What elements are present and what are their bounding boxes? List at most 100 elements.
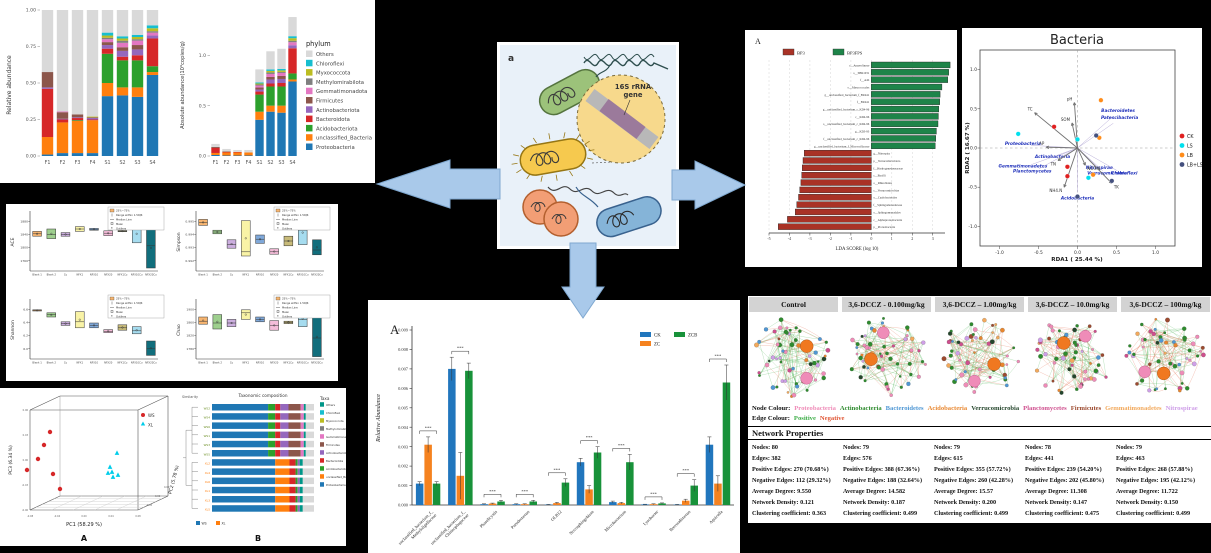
svg-text:1800: 1800 bbox=[20, 246, 28, 250]
network-property-row: Nodes: 80 bbox=[752, 444, 778, 451]
svg-text:0.0: 0.0 bbox=[1074, 250, 1081, 256]
svg-text:***: *** bbox=[489, 489, 497, 494]
svg-text:0.25: 0.25 bbox=[26, 117, 36, 123]
network-property-row: Negative Edges: 188 (32.64%) bbox=[843, 477, 923, 484]
svg-text:0.08: 0.08 bbox=[135, 515, 141, 518]
svg-text:Cu: Cu bbox=[230, 273, 234, 277]
svg-text:WS3: WS3 bbox=[204, 443, 211, 447]
svg-text:WS: WS bbox=[148, 413, 155, 418]
svg-text:F3: F3 bbox=[235, 160, 241, 166]
node-taxon-label: Proteobacteria bbox=[794, 405, 836, 412]
svg-text:S1: S1 bbox=[104, 160, 110, 166]
svg-text:Range within 1.5IQR: Range within 1.5IQR bbox=[116, 301, 143, 305]
svg-text:Range within 1.5IQR: Range within 1.5IQR bbox=[282, 301, 309, 305]
svg-text:6.2: 6.2 bbox=[23, 334, 28, 338]
network-properties-title: Network Properties bbox=[748, 426, 1211, 440]
svg-text:-0.03: -0.03 bbox=[22, 484, 29, 487]
network-property-row: Negative Edges: 195 (42.12%) bbox=[1116, 477, 1196, 484]
svg-text:p__Proteobacteria: p__Proteobacteria bbox=[873, 225, 895, 229]
svg-text:1860: 1860 bbox=[186, 321, 194, 325]
svg-text:***: *** bbox=[521, 489, 529, 494]
svg-text:Taxonomic composition: Taxonomic composition bbox=[238, 393, 288, 398]
svg-text:25%~75%: 25%~75% bbox=[282, 297, 296, 301]
network-graph bbox=[1026, 312, 1119, 404]
svg-text:Proteobacteria: Proteobacteria bbox=[316, 145, 355, 151]
svg-text:Taxa: Taxa bbox=[319, 396, 330, 401]
network-property-row: Average Degree: 15.57 bbox=[934, 488, 994, 495]
svg-text:NFX20Cu: NFX20Cu bbox=[145, 273, 157, 277]
network-graph bbox=[748, 312, 841, 404]
svg-text:0: 0 bbox=[870, 236, 872, 241]
svg-text:Chloroflexi: Chloroflexi bbox=[326, 411, 341, 415]
svg-text:c__KD4-96: c__KD4-96 bbox=[855, 115, 870, 119]
network-title-dose4: 3,6-DCCZ – 100mg/kg bbox=[1121, 297, 1210, 312]
node-taxon-label: Actinobacteria bbox=[839, 405, 882, 412]
svg-text:Similarity: Similarity bbox=[182, 395, 198, 399]
svg-text:Methylomirabilota: Methylomirabilota bbox=[326, 427, 346, 431]
node-taxon-label: Nitrospirae bbox=[1165, 405, 1198, 412]
bacteria-illustration: a 16S rRNA gene bbox=[500, 45, 676, 246]
svg-text:-0.5: -0.5 bbox=[1034, 250, 1043, 256]
network-property-row: Clustering coefficient: 0.475 bbox=[1025, 510, 1100, 517]
svg-text:B: B bbox=[255, 534, 261, 543]
svg-text:NFX1Cu: NFX1Cu bbox=[283, 273, 293, 277]
svg-text:1.0: 1.0 bbox=[1152, 250, 1159, 256]
svg-text:NFX1: NFX1 bbox=[242, 273, 249, 277]
svg-text:Myxococcota: Myxococcota bbox=[326, 419, 344, 423]
svg-text:Blank 2: Blank 2 bbox=[213, 361, 223, 365]
svg-text:Absolute abundance(10⁹copies/g: Absolute abundance(10⁹copies/g) bbox=[180, 41, 186, 129]
svg-text:3: 3 bbox=[932, 236, 934, 241]
network-properties-column: Nodes: 79 Edges: 576 Positive Edges: 388 (… bbox=[843, 442, 934, 519]
svg-text:6.6: 6.6 bbox=[23, 308, 28, 312]
svg-text:NFX1: NFX1 bbox=[76, 361, 83, 365]
network-property-row: Edges: 615 bbox=[934, 455, 963, 462]
svg-text:6.0: 6.0 bbox=[23, 347, 28, 351]
genus-grouped-bar-chart: A Relative Abundance 0.000 0.001 0.002 0.003 0… bbox=[368, 300, 740, 553]
svg-text:S4: S4 bbox=[149, 160, 155, 166]
svg-text:*: * bbox=[111, 315, 113, 319]
svg-text:Median Line: Median Line bbox=[282, 306, 298, 310]
svg-text:A: A bbox=[81, 534, 88, 543]
svg-text:NFX10Cu: NFX10Cu bbox=[131, 273, 143, 277]
svg-text:Pseudomonas: Pseudomonas bbox=[510, 509, 531, 530]
svg-text:25%~75%: 25%~75% bbox=[282, 209, 296, 213]
svg-text:-1: -1 bbox=[849, 236, 852, 241]
svg-text:*: * bbox=[277, 227, 279, 231]
svg-text:Gemmatimonadota: Gemmatimonadota bbox=[326, 435, 346, 439]
svg-text:WS5: WS5 bbox=[204, 452, 211, 456]
svg-text:Bacteroidota: Bacteroidota bbox=[316, 117, 350, 123]
svg-text:Relative Abundance: Relative Abundance bbox=[376, 394, 382, 443]
svg-text:0.00: 0.00 bbox=[81, 515, 87, 518]
svg-text:0.04: 0.04 bbox=[108, 515, 114, 518]
svg-text:S3: S3 bbox=[134, 160, 140, 166]
svg-text:0.00: 0.00 bbox=[23, 459, 29, 462]
svg-text:0.50: 0.50 bbox=[26, 81, 36, 87]
svg-text:1780: 1780 bbox=[186, 347, 194, 351]
svg-text:Median Line: Median Line bbox=[116, 218, 132, 222]
network-property-row: Positive Edges: 355 (57.72%) bbox=[934, 466, 1011, 473]
svg-text:0.06: 0.06 bbox=[23, 409, 29, 412]
phylum-stacked-bar-charts: 0.00 0.25 0.50 0.75 1.00 F1 F2 F3 F4 S1 S2 S3 S4 Rela… bbox=[0, 0, 375, 183]
network-property-row: Clustering coefficient: 0.499 bbox=[1116, 510, 1191, 517]
pca-cluster-charts: -0.08 -0.04 0.00 0.04 0.08 -0.06 -0.03 0.00 0.03… bbox=[0, 388, 346, 546]
svg-text:A: A bbox=[755, 37, 761, 46]
network-property-row: Negative Edges: 112 (29.32%) bbox=[752, 477, 831, 484]
network-property-row: Average Degree: 11.308 bbox=[1025, 488, 1087, 495]
alpha-diversity-boxplots: 1760 1800 1840 1880 ACE Blank 1 Blank 2 Cu NFX1 N… bbox=[6, 204, 338, 381]
node-taxon-label: Bacteroidetes bbox=[885, 405, 924, 412]
svg-text:Acidobacteriota: Acidobacteriota bbox=[316, 126, 358, 132]
svg-text:ACE: ACE bbox=[10, 237, 16, 246]
svg-text:F3: F3 bbox=[75, 160, 81, 166]
svg-text:WS2: WS2 bbox=[204, 406, 211, 410]
network-properties-column: Nodes: 78 Edges: 441 Positive Edges: 239 (… bbox=[1025, 442, 1116, 519]
network-title-dose1: 3,6-DCCZ - 0.100mg/kg bbox=[842, 297, 931, 312]
svg-text:0.5: 0.5 bbox=[1113, 250, 1120, 256]
svg-text:F4: F4 bbox=[246, 160, 252, 166]
svg-text:S3: S3 bbox=[278, 160, 284, 166]
svg-text:NFX1: NFX1 bbox=[242, 361, 249, 365]
svg-text:Blank 2: Blank 2 bbox=[213, 273, 223, 277]
svg-text:Median Line: Median Line bbox=[282, 218, 298, 222]
svg-text:Others: Others bbox=[326, 403, 336, 407]
svg-text:AP: AP bbox=[1039, 141, 1045, 146]
svg-text:***: *** bbox=[650, 491, 658, 496]
